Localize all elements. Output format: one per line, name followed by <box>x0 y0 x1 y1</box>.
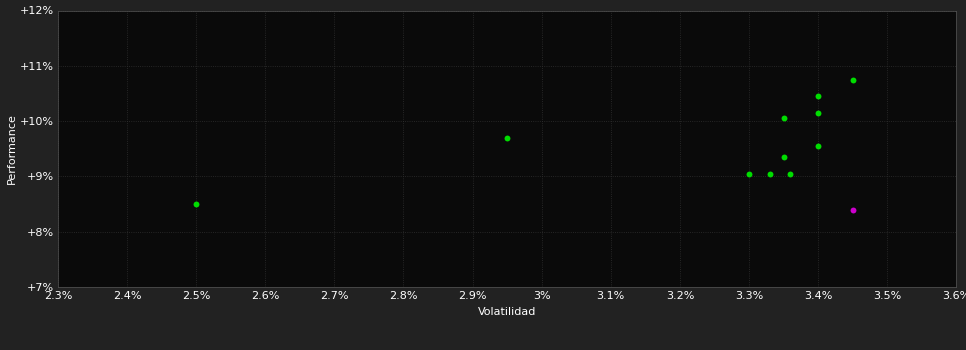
Point <box>845 207 861 212</box>
Point <box>810 110 826 116</box>
Point <box>810 143 826 149</box>
Point <box>741 171 756 176</box>
Point <box>776 154 791 160</box>
Point <box>188 201 204 207</box>
Point <box>810 93 826 99</box>
Point <box>782 171 798 176</box>
Y-axis label: Performance: Performance <box>7 113 16 184</box>
Point <box>776 116 791 121</box>
Point <box>762 171 778 176</box>
X-axis label: Volatilidad: Volatilidad <box>478 307 536 317</box>
Point <box>499 135 515 140</box>
Point <box>845 77 861 82</box>
